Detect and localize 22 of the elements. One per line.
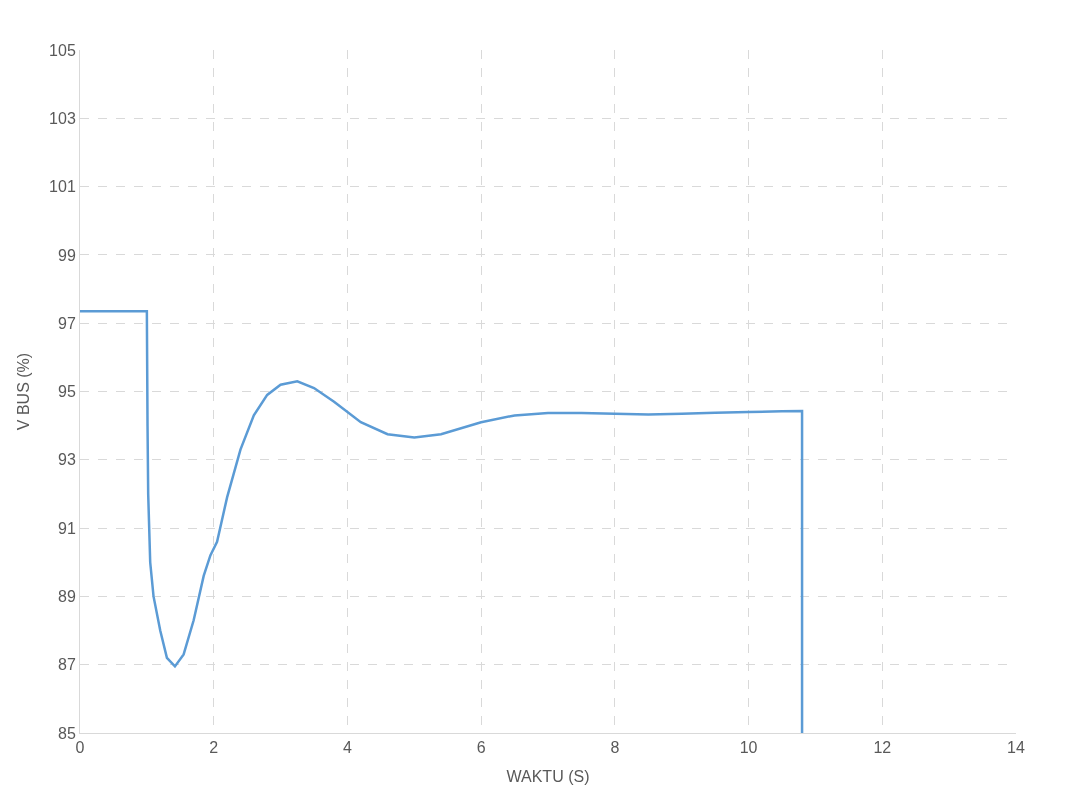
line-series xyxy=(80,310,804,733)
y-tick-label: 99 xyxy=(58,246,76,264)
x-tick-label: 14 xyxy=(1007,739,1025,757)
x-tick-label: 6 xyxy=(476,739,486,757)
x-axis-title: WAKTU (S) xyxy=(506,767,590,785)
x-tick-label: 10 xyxy=(739,739,758,757)
x-tick-label: 12 xyxy=(873,739,892,757)
y-tick-label: 93 xyxy=(58,451,76,469)
x-tick-label: 0 xyxy=(75,739,85,757)
y-tick-label: 101 xyxy=(49,178,76,196)
y-tick-label: 105 xyxy=(49,41,76,59)
y-tick-label: 87 xyxy=(58,656,76,674)
y-tick-label: 97 xyxy=(58,314,76,332)
y-tick-label: 91 xyxy=(58,519,76,537)
y-tick-label: 85 xyxy=(58,724,76,742)
y-axis-title: V BUS (%) xyxy=(15,352,32,431)
y-tick-label: 89 xyxy=(58,588,76,605)
x-tick-label: 8 xyxy=(610,739,620,757)
x-tick-label: 2 xyxy=(209,739,219,757)
y-tick-label: 103 xyxy=(49,109,76,127)
x-tick-label: 4 xyxy=(342,739,352,757)
y-tick-label: 95 xyxy=(58,383,76,401)
